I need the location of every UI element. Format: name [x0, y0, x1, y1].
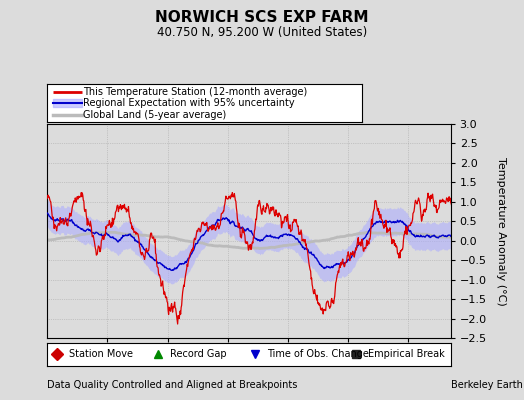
- Text: 40.750 N, 95.200 W (United States): 40.750 N, 95.200 W (United States): [157, 26, 367, 39]
- Text: Time of Obs. Change: Time of Obs. Change: [267, 350, 369, 359]
- Text: Data Quality Controlled and Aligned at Breakpoints: Data Quality Controlled and Aligned at B…: [47, 380, 298, 390]
- Text: Empirical Break: Empirical Break: [368, 350, 445, 359]
- Y-axis label: Temperature Anomaly (°C): Temperature Anomaly (°C): [496, 157, 506, 305]
- Text: This Temperature Station (12-month average): This Temperature Station (12-month avera…: [83, 87, 308, 97]
- Text: Regional Expectation with 95% uncertainty: Regional Expectation with 95% uncertaint…: [83, 98, 295, 108]
- Text: NORWICH SCS EXP FARM: NORWICH SCS EXP FARM: [155, 10, 369, 25]
- Text: Station Move: Station Move: [69, 350, 133, 359]
- Text: Record Gap: Record Gap: [170, 350, 227, 359]
- Text: Global Land (5-year average): Global Land (5-year average): [83, 110, 226, 120]
- Text: Berkeley Earth: Berkeley Earth: [451, 380, 522, 390]
